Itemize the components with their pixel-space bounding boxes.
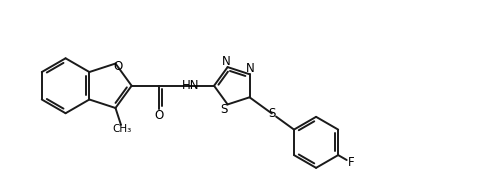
Text: O: O <box>114 60 123 73</box>
Text: S: S <box>268 107 275 120</box>
Text: S: S <box>219 103 227 116</box>
Text: HN: HN <box>181 79 199 92</box>
Text: F: F <box>347 156 354 169</box>
Text: O: O <box>154 109 163 121</box>
Text: N: N <box>222 55 230 68</box>
Text: CH₃: CH₃ <box>112 125 132 135</box>
Text: N: N <box>245 62 255 75</box>
